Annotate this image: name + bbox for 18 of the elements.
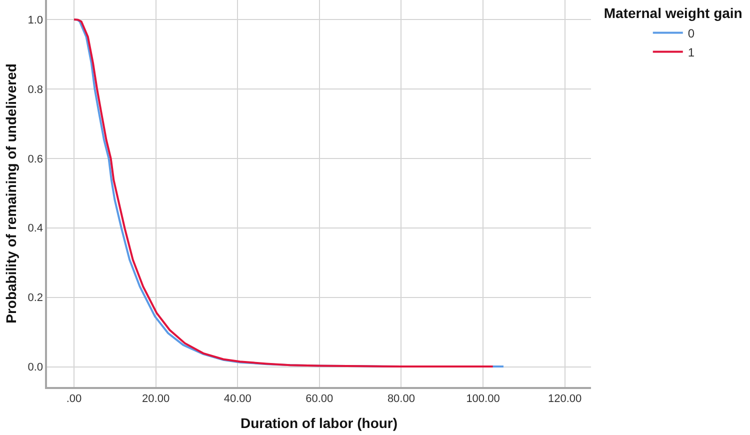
legend-label: 1 — [688, 45, 695, 60]
x-tick-label: 80.00 — [387, 392, 415, 405]
x-tick-label: .00 — [66, 392, 82, 405]
y-tick-label: 0.8 — [28, 84, 44, 96]
x-tick-label: 120.00 — [548, 392, 582, 405]
legend-title: Maternal weight gain — [604, 5, 742, 22]
y-tick-label: 0.6 — [28, 153, 44, 166]
x-axis-title: Duration of labor (hour) — [240, 414, 398, 431]
y-tick-label: 0.4 — [28, 222, 44, 235]
x-tick-label: 100.00 — [466, 392, 500, 405]
x-tick-label: 60.00 — [306, 392, 334, 405]
legend-label: 0 — [688, 26, 695, 40]
y-tick-label: 0.0 — [28, 362, 44, 374]
y-tick-label: 1.0 — [28, 14, 44, 26]
x-tick-label: 40.00 — [224, 392, 252, 405]
y-tick-label: 0.2 — [28, 292, 44, 304]
y-axis-title: Probability of remaining of undelivered — [2, 64, 19, 324]
x-tick-label: 20.00 — [142, 392, 170, 405]
